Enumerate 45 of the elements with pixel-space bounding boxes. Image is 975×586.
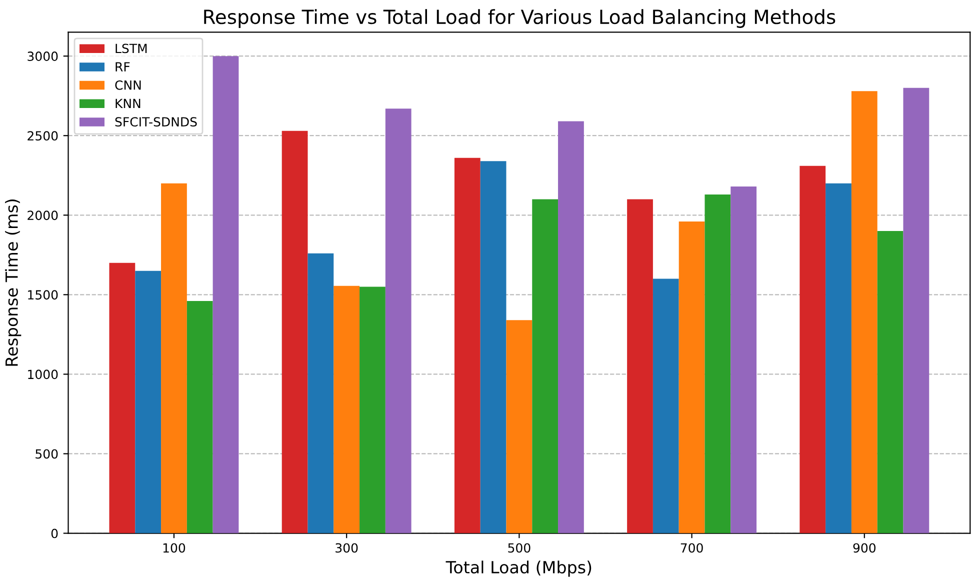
bar bbox=[851, 91, 878, 534]
x-tick-label: 700 bbox=[680, 543, 703, 553]
bar bbox=[800, 166, 826, 534]
y-tick-label: 1000 bbox=[28, 370, 58, 380]
legend-label: LSTM bbox=[116, 44, 147, 54]
bar bbox=[109, 262, 136, 534]
legend-label: RF bbox=[116, 62, 130, 72]
x-axis-title: Total Load (Mbps) bbox=[446, 560, 592, 577]
bar bbox=[385, 108, 412, 534]
bar bbox=[532, 199, 558, 534]
bar bbox=[506, 320, 532, 534]
bar bbox=[678, 222, 705, 534]
bar bbox=[903, 88, 930, 534]
bar bbox=[360, 286, 386, 534]
bar bbox=[334, 286, 360, 534]
bar bbox=[186, 301, 213, 534]
y-tick-label: 2000 bbox=[28, 210, 58, 220]
x-tick-label: 900 bbox=[853, 543, 876, 553]
bar bbox=[454, 158, 480, 534]
bar bbox=[480, 161, 506, 534]
x-tick-label: 500 bbox=[508, 543, 530, 553]
y-tick-label: 0 bbox=[51, 528, 58, 538]
bar bbox=[730, 186, 757, 534]
bar bbox=[704, 194, 731, 534]
legend-label: SFCIT-SDNDS bbox=[115, 117, 197, 127]
legend-label: CNN bbox=[115, 80, 141, 90]
y-axis-title: Response Time (ms) bbox=[5, 200, 22, 366]
bar bbox=[161, 183, 187, 534]
bar bbox=[558, 121, 584, 534]
bar bbox=[627, 199, 653, 534]
y-tick-label: 1500 bbox=[28, 290, 58, 300]
bar bbox=[652, 278, 679, 534]
x-tick-label: 100 bbox=[163, 543, 186, 553]
x-tick-label: 300 bbox=[336, 543, 358, 553]
bar bbox=[282, 130, 308, 534]
bar bbox=[308, 253, 334, 534]
bar bbox=[877, 231, 904, 534]
chart-title: Response Time vs Total Load for Various Load Balancing Methods bbox=[204, 9, 836, 28]
bar bbox=[826, 183, 852, 534]
y-tick-label: 3000 bbox=[28, 52, 58, 62]
bar bbox=[212, 56, 239, 534]
y-tick-label: 500 bbox=[36, 449, 58, 459]
legend-label: KNN bbox=[116, 98, 140, 108]
y-tick-label: 2500 bbox=[28, 131, 58, 141]
bar bbox=[135, 270, 162, 534]
